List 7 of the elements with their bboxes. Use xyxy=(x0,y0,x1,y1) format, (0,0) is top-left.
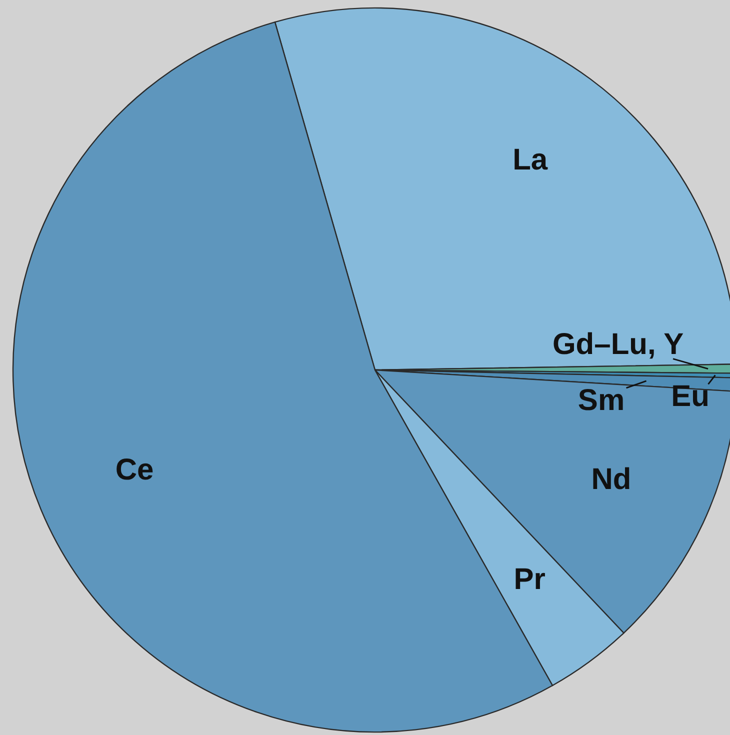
slice-label: La xyxy=(512,144,548,177)
slice-label: Gd–Lu, Y xyxy=(552,328,684,361)
slice-label: Sm xyxy=(578,384,625,417)
slice-label: Pr xyxy=(514,562,546,596)
slice-label: Eu xyxy=(671,380,710,414)
slice-label: Nd xyxy=(591,463,632,496)
slice-label: Ce xyxy=(115,454,154,487)
